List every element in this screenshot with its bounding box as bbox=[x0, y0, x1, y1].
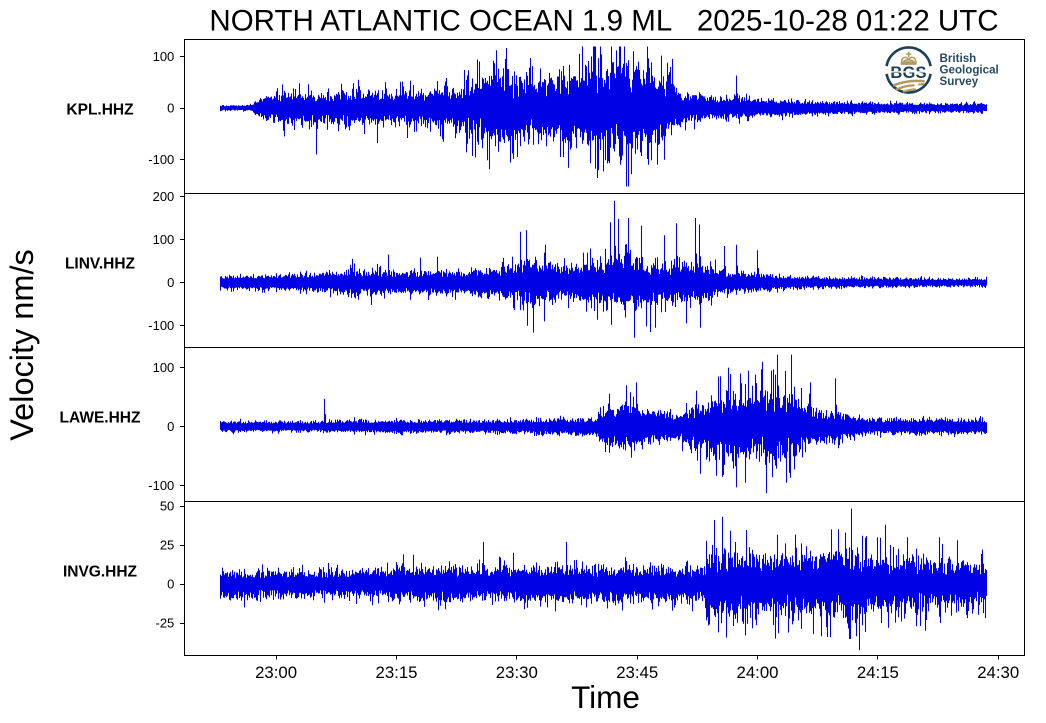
svg-text:Geological: Geological bbox=[940, 64, 999, 77]
svg-text:23:30: 23:30 bbox=[496, 663, 538, 682]
svg-text:23:15: 23:15 bbox=[376, 663, 418, 682]
svg-text:LAWE.HHZ: LAWE.HHZ bbox=[60, 410, 141, 427]
svg-text:0: 0 bbox=[167, 577, 174, 592]
svg-text:24:30: 24:30 bbox=[977, 663, 1019, 682]
svg-text:-25: -25 bbox=[156, 616, 175, 631]
svg-text:BGS: BGS bbox=[890, 64, 926, 82]
svg-text:23:45: 23:45 bbox=[616, 663, 658, 682]
svg-text:0: 0 bbox=[167, 275, 174, 290]
svg-text:24:00: 24:00 bbox=[737, 663, 779, 682]
svg-text:0: 0 bbox=[167, 101, 174, 116]
svg-text:NORTH ATLANTIC OCEAN 1.9 ML: NORTH ATLANTIC OCEAN 1.9 ML 2025-10-28 0… bbox=[209, 5, 998, 38]
svg-text:100: 100 bbox=[153, 360, 175, 375]
svg-text:-100: -100 bbox=[148, 318, 174, 333]
svg-text:100: 100 bbox=[153, 49, 175, 64]
svg-text:200: 200 bbox=[153, 189, 175, 204]
svg-text:-100: -100 bbox=[148, 152, 174, 167]
svg-text:23:00: 23:00 bbox=[255, 663, 297, 682]
svg-text:KPL.HHZ: KPL.HHZ bbox=[66, 102, 134, 119]
svg-text:Survey: Survey bbox=[940, 75, 979, 88]
svg-text:0: 0 bbox=[167, 419, 174, 434]
svg-text:British: British bbox=[940, 52, 977, 65]
svg-text:-100: -100 bbox=[148, 478, 174, 493]
svg-text:25: 25 bbox=[160, 538, 174, 553]
svg-text:Time: Time bbox=[571, 679, 640, 715]
svg-text:INVG.HHZ: INVG.HHZ bbox=[63, 564, 138, 581]
svg-text:24:15: 24:15 bbox=[857, 663, 899, 682]
svg-text:100: 100 bbox=[153, 232, 175, 247]
svg-text:LINV.HHZ: LINV.HHZ bbox=[65, 256, 136, 273]
svg-text:Velocity nm/s: Velocity nm/s bbox=[4, 249, 40, 440]
svg-text:50: 50 bbox=[160, 499, 174, 514]
